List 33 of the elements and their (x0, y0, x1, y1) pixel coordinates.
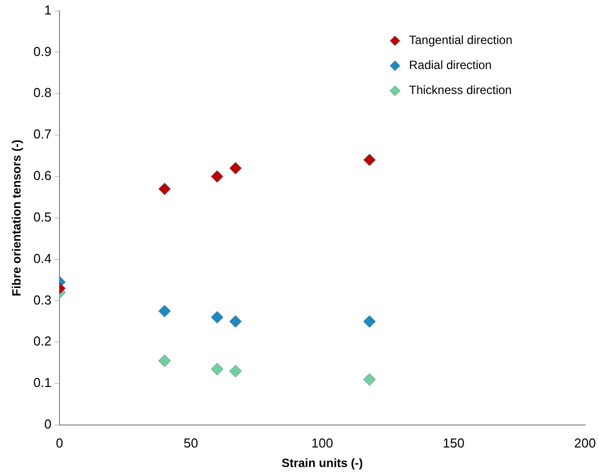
y-tick-label: 0.3 (33, 292, 52, 308)
x-tick-label: 150 (442, 435, 464, 450)
point (363, 373, 376, 386)
point (210, 170, 224, 183)
y-tick-label: 0.8 (33, 85, 52, 100)
y-tick-label: 1 (44, 2, 52, 18)
x-tick-label: 100 (311, 435, 334, 450)
y-axis-title: Fibre orientation tensors (-) (10, 140, 24, 296)
x-axis-title: Strain units (-) (282, 456, 363, 470)
y-tick-label: 0.9 (33, 44, 52, 59)
legend-label: Tangential direction (409, 33, 512, 48)
point (229, 162, 242, 174)
point (210, 362, 224, 376)
y-tick-label: 0.7 (33, 126, 52, 142)
point (363, 154, 376, 166)
point (158, 304, 171, 318)
x-tick-label: 0 (56, 435, 64, 450)
y-tick-label: 0.6 (33, 168, 52, 184)
y-tick-label: 0 (44, 416, 52, 432)
y-tick-label: 0.2 (33, 334, 52, 349)
y-tick-label: 0.4 (33, 250, 52, 266)
legend-label: Thickness direction (409, 83, 512, 98)
point (158, 354, 171, 368)
point (158, 182, 171, 196)
point (363, 315, 376, 328)
x-tick-label: 200 (574, 435, 596, 450)
point (229, 315, 242, 328)
legend-label: Radial direction (409, 58, 492, 72)
point (229, 364, 242, 378)
y-tick-label: 0.1 (33, 375, 52, 390)
y-tick-label: 0.5 (33, 209, 52, 224)
point (210, 311, 224, 324)
x-tick-label: 50 (184, 435, 198, 450)
